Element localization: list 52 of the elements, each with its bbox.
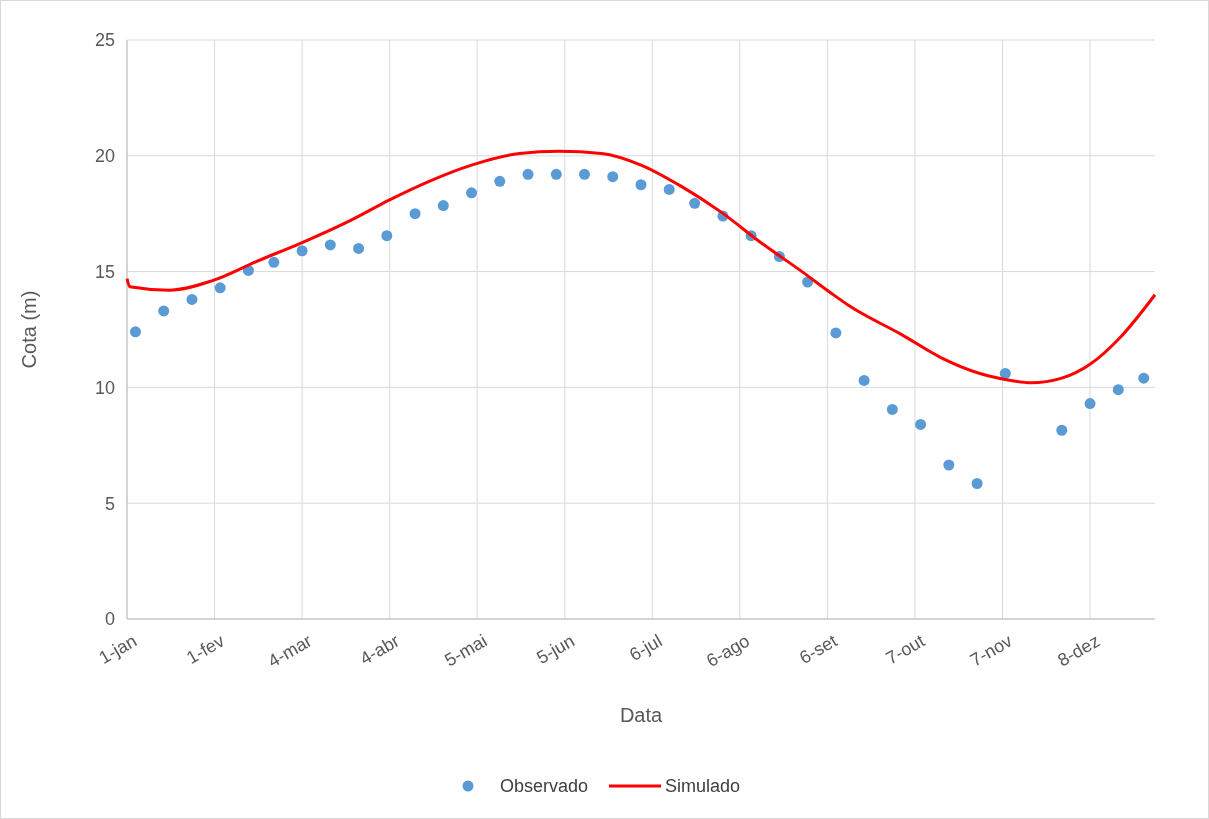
point [353,242,365,254]
point [689,197,701,209]
point [494,175,506,187]
x-tick-label: 1-fev [183,630,228,668]
point [1112,384,1124,396]
legend-label: Simulado [665,776,741,797]
point [999,368,1011,379]
legend-label: Observado [500,776,589,797]
y-tick-label: 5 [104,493,115,514]
point [186,293,198,305]
point [607,171,619,183]
x-tick-label: 6-jul [625,630,666,665]
x-tick-label: 6-ago [703,630,753,671]
point [830,327,842,339]
point [943,459,955,471]
x-tick-label: 4-mar [264,630,316,672]
point [381,230,393,242]
point [324,239,336,251]
point [971,478,983,490]
point [158,305,170,317]
x-tick-label: 7-out [882,630,929,669]
x-axis-title: Data [619,704,663,726]
point [1138,372,1150,384]
point [296,245,308,257]
point [129,326,141,338]
point [915,418,927,430]
point [437,200,449,212]
point [1056,424,1068,436]
y-axis-title: Cota (m) [18,290,40,369]
point [268,256,280,268]
point [522,168,534,180]
x-tick-label: 1-jan [95,630,141,668]
y-tick-label: 25 [94,30,115,51]
x-tick-label: 4-abr [356,630,403,669]
point [579,168,591,180]
y-tick-label: 0 [104,609,115,630]
point [550,168,562,180]
x-tick-label: 6-set [795,630,841,668]
y-tick-label: 15 [94,261,115,282]
y-tick-label: 20 [94,146,115,167]
x-tick-label: 7-nov [966,630,1016,671]
point [466,187,478,199]
y-tick-label: 10 [94,377,115,398]
point [635,179,647,191]
point [858,374,870,386]
x-tick-label: 5-jun [533,630,578,668]
point [886,403,898,415]
x-tick-label: 8-dez [1054,630,1104,671]
point [1084,398,1096,410]
point [214,282,226,294]
point [409,208,421,220]
point [663,183,675,195]
